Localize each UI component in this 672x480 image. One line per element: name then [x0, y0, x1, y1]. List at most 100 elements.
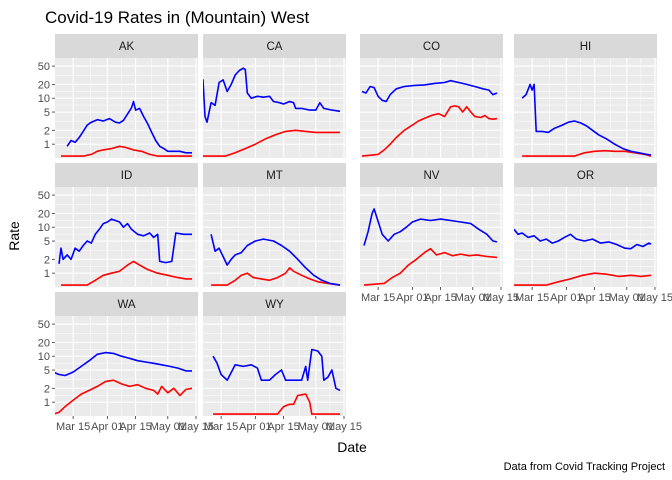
facet-strip-label: HI: [580, 41, 592, 53]
series-line-blue: [521, 83, 652, 156]
series-line-blue: [210, 234, 341, 286]
x-axis-title: Date: [337, 439, 367, 455]
series-line-blue: [203, 67, 341, 123]
facet-strip-label: NV: [424, 170, 440, 182]
x-tick-label: Apr 01: [239, 421, 271, 433]
x-tick-label: Apr 15: [424, 292, 456, 304]
y-tick-label: 5: [44, 365, 50, 377]
x-tick-label: Apr 15: [267, 421, 299, 433]
y-tick-label: 10: [38, 93, 50, 105]
chart-title: Covid-19 Rates in (Mountain) West: [45, 8, 310, 27]
facet-strip: [360, 163, 503, 187]
x-tick-label: Apr 01: [550, 292, 582, 304]
y-tick-label: 1: [44, 397, 50, 409]
y-tick-label: 20: [38, 79, 50, 91]
x-tick-label: May 15: [483, 292, 519, 304]
y-tick-label: 50: [38, 61, 50, 73]
facet-strip-label: CA: [267, 41, 283, 53]
series-line-red: [203, 129, 340, 157]
y-tick-label: 2: [44, 125, 50, 137]
y-tick-label: 1: [44, 268, 50, 280]
panel-background: [514, 58, 657, 158]
facet-strip-label: WA: [117, 299, 135, 311]
series-line-blue: [58, 218, 192, 264]
x-tick-label: May 01: [150, 421, 186, 433]
panel-background: [360, 58, 503, 158]
series-line-blue: [66, 100, 192, 154]
facet-panel-id: ID 1 2 5 10 20 50: [38, 163, 198, 287]
x-tick-label: Mar 15: [515, 292, 549, 304]
series-line-blue: [363, 208, 498, 246]
series-line-red: [361, 105, 498, 157]
y-tick-label: 20: [38, 337, 50, 349]
x-tick-label: Apr 15: [119, 421, 151, 433]
facet-strip: [360, 34, 503, 58]
y-tick-label: 1: [44, 139, 50, 151]
y-tick-label: 2: [44, 383, 50, 395]
panel-background: [55, 187, 198, 287]
x-tick-label: May 15: [637, 292, 672, 304]
facet-panel-ca: CA: [203, 34, 346, 158]
facet-strip-label: ID: [121, 170, 133, 182]
panel-background: [514, 187, 657, 287]
facet-panel-co: CO: [360, 34, 503, 158]
series-line-red: [211, 267, 341, 286]
y-tick-label: 50: [38, 190, 50, 202]
facet-strip-label: MT: [266, 170, 283, 182]
series-line-blue: [361, 79, 498, 103]
series-line-red: [363, 247, 498, 286]
series-line-blue: [212, 348, 341, 392]
series-line-blue: [55, 351, 192, 377]
facet-panel-hi: HI: [514, 34, 657, 158]
facet-strip: [203, 292, 346, 316]
x-tick-label: May 01: [455, 292, 491, 304]
facet-panel-mt: MT: [203, 163, 346, 287]
series-line-red: [514, 272, 652, 286]
panel-background: [203, 187, 346, 287]
facet-strip: [203, 34, 346, 58]
facet-strip-label: AK: [119, 41, 135, 53]
x-tick-label: Apr 01: [396, 292, 428, 304]
y-tick-label: 20: [38, 208, 50, 220]
facet-strip: [55, 292, 198, 316]
facet-strip-label: CO: [423, 41, 440, 53]
series-line-red: [61, 260, 192, 286]
panel-background: [203, 316, 346, 416]
y-axis-title: Rate: [6, 221, 22, 251]
x-tick-label: May 15: [326, 421, 362, 433]
facet-strip: [55, 34, 198, 58]
facet-strip: [514, 34, 657, 58]
facet-strip-label: OR: [577, 170, 594, 182]
series-line-red: [61, 145, 192, 157]
x-tick-label: Mar 15: [361, 292, 395, 304]
facet-strip: [203, 163, 346, 187]
y-tick-label: 2: [44, 254, 50, 266]
y-tick-label: 50: [38, 319, 50, 331]
x-tick-label: Mar 15: [204, 421, 238, 433]
x-tick-label: Mar 15: [56, 421, 90, 433]
x-tick-label: Apr 01: [91, 421, 123, 433]
x-tick-label: Apr 15: [578, 292, 610, 304]
y-tick-label: 5: [44, 107, 50, 119]
facet-strip-label: WY: [265, 299, 284, 311]
series-line-red: [55, 379, 193, 415]
x-tick-label: May 15: [178, 421, 214, 433]
facet-strip: [55, 163, 198, 187]
y-tick-label: 10: [38, 222, 50, 234]
panel-background: [360, 187, 503, 287]
panel-background: [55, 58, 198, 158]
panel-background: [55, 316, 198, 416]
chart-caption: Data from Covid Tracking Project: [504, 461, 665, 473]
y-tick-label: 5: [44, 236, 50, 248]
series-line-red: [213, 393, 340, 415]
x-tick-label: May 01: [298, 421, 334, 433]
x-tick-label: May 01: [609, 292, 645, 304]
facet-strip: [514, 163, 657, 187]
panel-background: [203, 58, 346, 158]
series-line-blue: [514, 228, 652, 250]
